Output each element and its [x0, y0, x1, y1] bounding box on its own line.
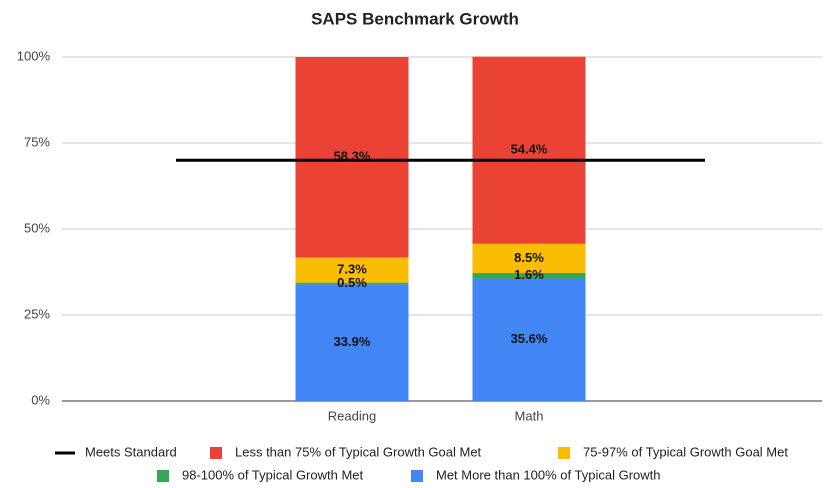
y-tick-label: 0%	[31, 392, 50, 407]
legend-swatch	[411, 470, 423, 482]
legend-swatch	[157, 470, 169, 482]
value-label: 54.4%	[511, 142, 548, 157]
bar-segment	[295, 284, 409, 401]
legend-label: Met More than 100% of Typical Growth	[436, 467, 660, 482]
bar-segment	[295, 257, 409, 283]
y-tick-label: 50%	[24, 220, 50, 235]
bar-segment	[472, 273, 586, 279]
value-label: 7.3%	[337, 262, 367, 277]
y-tick-label: 75%	[24, 134, 50, 149]
y-tick-label: 25%	[24, 306, 50, 321]
value-label: 58.3%	[334, 149, 371, 164]
bar-segment	[295, 282, 409, 285]
bar-segment	[472, 278, 586, 401]
legend-label: 98-100% of Typical Growth Met	[182, 467, 364, 482]
y-tick-label: 100%	[17, 48, 51, 63]
legend-label: Meets Standard	[85, 444, 177, 459]
legend-label: Less than 75% of Typical Growth Goal Met	[235, 444, 482, 459]
bar-segment	[472, 243, 586, 274]
chart-title: SAPS Benchmark Growth	[311, 9, 519, 28]
x-tick-label: Math	[515, 408, 544, 423]
bar-segment	[472, 56, 586, 244]
value-label: 33.9%	[334, 334, 371, 349]
legend-swatch	[558, 447, 570, 459]
bar-segment	[295, 57, 409, 258]
value-label: 1.6%	[514, 267, 544, 282]
legend-label: 75-97% of Typical Growth Goal Met	[583, 444, 788, 459]
legend-swatch	[210, 447, 222, 459]
value-label: 35.6%	[511, 331, 548, 346]
x-tick-label: Reading	[328, 408, 376, 423]
value-label: 0.5%	[337, 275, 367, 290]
value-label: 8.5%	[514, 250, 544, 265]
